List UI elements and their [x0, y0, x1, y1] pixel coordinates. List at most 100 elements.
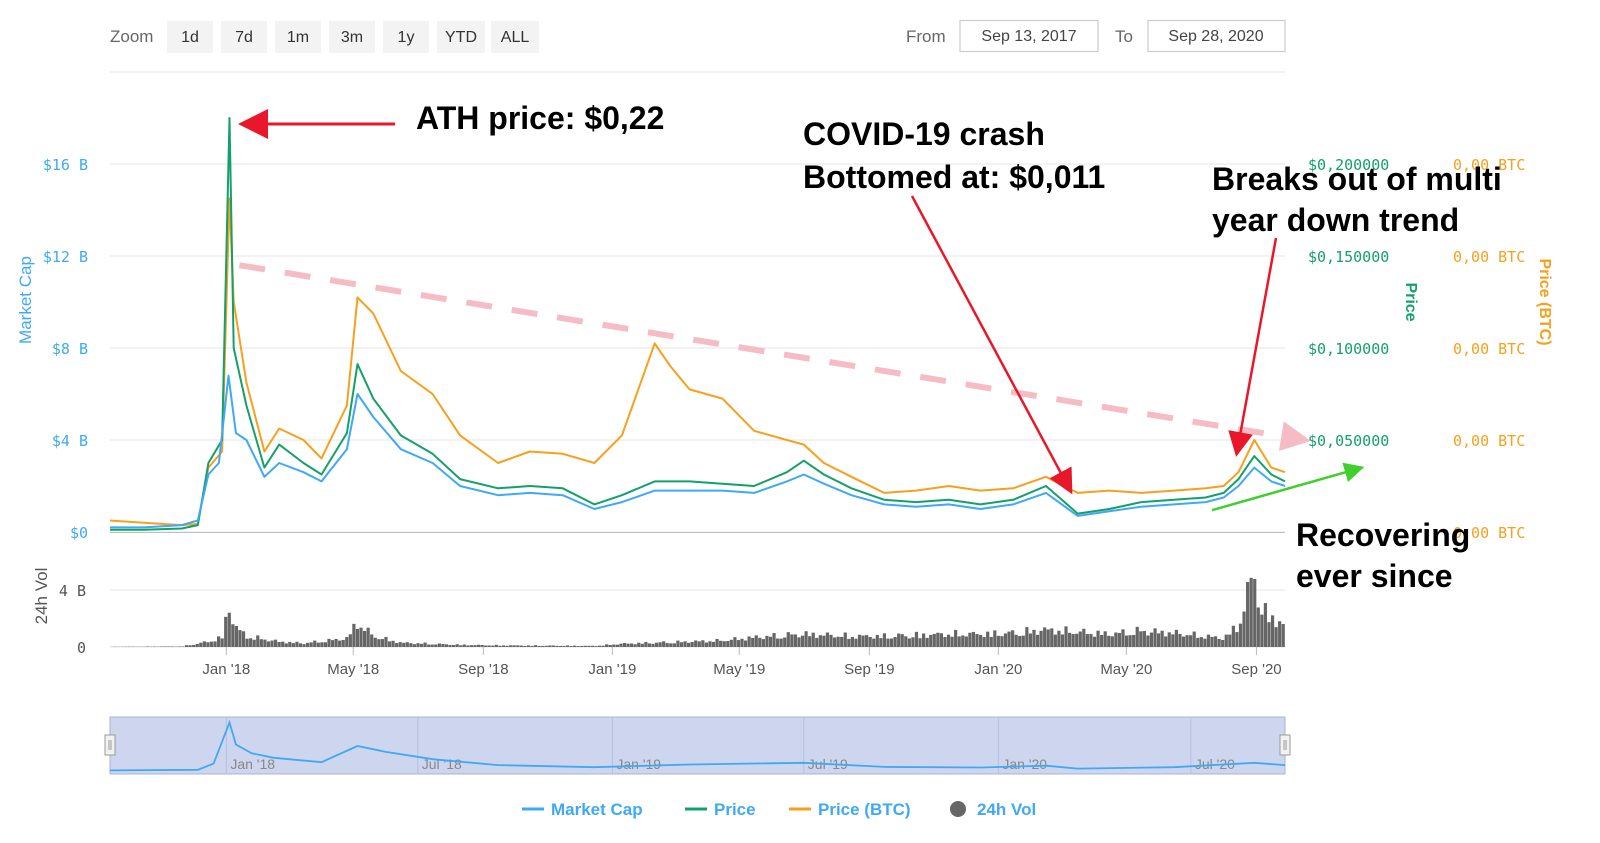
- volume-bar: [323, 642, 328, 647]
- volume-bar: [1043, 627, 1047, 647]
- zoom-button-7d[interactable]: 7d: [221, 21, 267, 53]
- market-cap-tick-label: $4 B: [52, 432, 88, 450]
- volume-bar: [1050, 628, 1054, 647]
- volume-bar: [783, 637, 787, 647]
- volume-bar: [804, 631, 808, 647]
- volume-bar: [530, 645, 534, 647]
- x-tick-label: Sep '20: [1231, 661, 1281, 678]
- volume-bar: [405, 642, 409, 647]
- volume-bar: [672, 643, 676, 647]
- zoom-button-all[interactable]: ALL: [491, 21, 539, 53]
- volume-bar: [918, 638, 922, 647]
- price-tick-label: $0,200000: [1308, 156, 1389, 174]
- volume-bar: [316, 642, 320, 647]
- legend-item-price[interactable]: Price: [685, 800, 756, 819]
- volume-bar: [868, 636, 872, 647]
- volume-bar: [484, 645, 488, 647]
- zoom-button-ytd[interactable]: YTD: [437, 21, 485, 53]
- legend-price-label: Price: [714, 800, 756, 819]
- volume-bar: [786, 632, 790, 647]
- volume-bar: [644, 641, 648, 647]
- volume-bar: [765, 635, 769, 647]
- volume-bar: [594, 646, 598, 647]
- volume-bar: [726, 641, 730, 647]
- volume-bar: [256, 635, 260, 647]
- navigator-selection[interactable]: [109, 716, 1286, 775]
- volume-bar: [626, 643, 630, 647]
- volume-bar: [238, 630, 242, 647]
- volume-bar: [181, 646, 185, 647]
- volume-bar: [704, 642, 709, 647]
- volume-bar: [793, 634, 798, 647]
- volume-bar: [330, 640, 335, 647]
- volume-bar: [622, 643, 627, 647]
- volume-bar: [355, 628, 360, 647]
- volume-bar: [338, 640, 342, 647]
- volume-bar: [412, 644, 417, 647]
- volume-bar: [982, 637, 986, 647]
- volume-bar: [309, 642, 313, 647]
- volume-bar: [1071, 634, 1075, 647]
- volume-bar: [359, 627, 363, 647]
- volume-bar: [1164, 636, 1168, 647]
- volume-bar: [961, 635, 965, 647]
- volume-bar: [1135, 626, 1139, 647]
- breakout-arrow: [1228, 237, 1278, 457]
- to-date-input[interactable]: Sep 28, 2020: [1147, 19, 1286, 53]
- zoom-button-1y[interactable]: 1y: [383, 21, 429, 53]
- volume-bar: [861, 635, 865, 647]
- volume-bar: [679, 642, 684, 647]
- navigator-handle-left[interactable]: [104, 734, 116, 756]
- from-date-input[interactable]: Sep 13, 2017: [959, 19, 1099, 53]
- volume-bar: [227, 612, 231, 647]
- volume-bar: [491, 645, 495, 647]
- volume-bar: [234, 625, 239, 647]
- volume-bar: [676, 640, 680, 647]
- volume-bar: [843, 632, 847, 647]
- volume-bar: [213, 641, 217, 647]
- volume-bar: [469, 645, 474, 647]
- volume-bar: [850, 636, 854, 647]
- volume-bar: [900, 634, 904, 647]
- legend-item-price-btc[interactable]: Price (BTC): [789, 800, 911, 819]
- legend-item-market-cap[interactable]: Market Cap: [522, 800, 643, 819]
- x-tick-label: Jan '20: [974, 661, 1022, 678]
- volume-bar: [448, 644, 452, 647]
- volume-bar: [637, 642, 641, 647]
- volume-bar: [729, 639, 733, 647]
- volume-bar: [601, 645, 605, 647]
- volume-bar: [419, 643, 424, 647]
- zoom-button-1d[interactable]: 1d: [167, 21, 213, 53]
- volume-bar: [1060, 634, 1065, 647]
- volume-bar: [665, 643, 669, 647]
- zoom-button-1d-label: 1d: [181, 29, 199, 46]
- zoom-label: Zoom: [110, 27, 153, 46]
- volume-bar: [1270, 615, 1275, 647]
- zoom-button-3m[interactable]: 3m: [329, 21, 375, 53]
- navigator[interactable]: Jan '18 Jul '18 Jan '19 Jul '19 Jan '20 Jul '…: [104, 716, 1291, 775]
- volume-bar: [829, 634, 833, 647]
- volume-bar: [508, 645, 513, 647]
- zoom-button-1m[interactable]: 1m: [275, 21, 321, 53]
- volume-bar: [512, 645, 516, 647]
- volume-bar: [747, 636, 751, 647]
- volume-bar: [409, 643, 413, 647]
- volume-bar: [487, 645, 491, 647]
- volume-bar: [441, 643, 445, 647]
- volume-bar: [313, 640, 317, 647]
- volume-bar: [1124, 635, 1129, 647]
- volume-bar: [1238, 623, 1243, 647]
- volume-bar: [647, 643, 652, 647]
- volume-bar: [597, 645, 602, 647]
- market-cap-axis-title: Market Cap: [16, 256, 35, 344]
- to-label: To: [1115, 27, 1133, 46]
- covid-annotation-line2: Bottomed at: $0,011: [803, 159, 1105, 195]
- navigator-handle-right[interactable]: [1279, 734, 1291, 756]
- volume-bar: [1267, 622, 1271, 647]
- volume-bar: [206, 642, 210, 647]
- downtrend-line: [238, 262, 1311, 451]
- volume-bar: [615, 644, 619, 647]
- volume-tick-label: 4 B: [59, 582, 86, 600]
- legend-item-24h-vol[interactable]: 24h Vol: [950, 800, 1036, 819]
